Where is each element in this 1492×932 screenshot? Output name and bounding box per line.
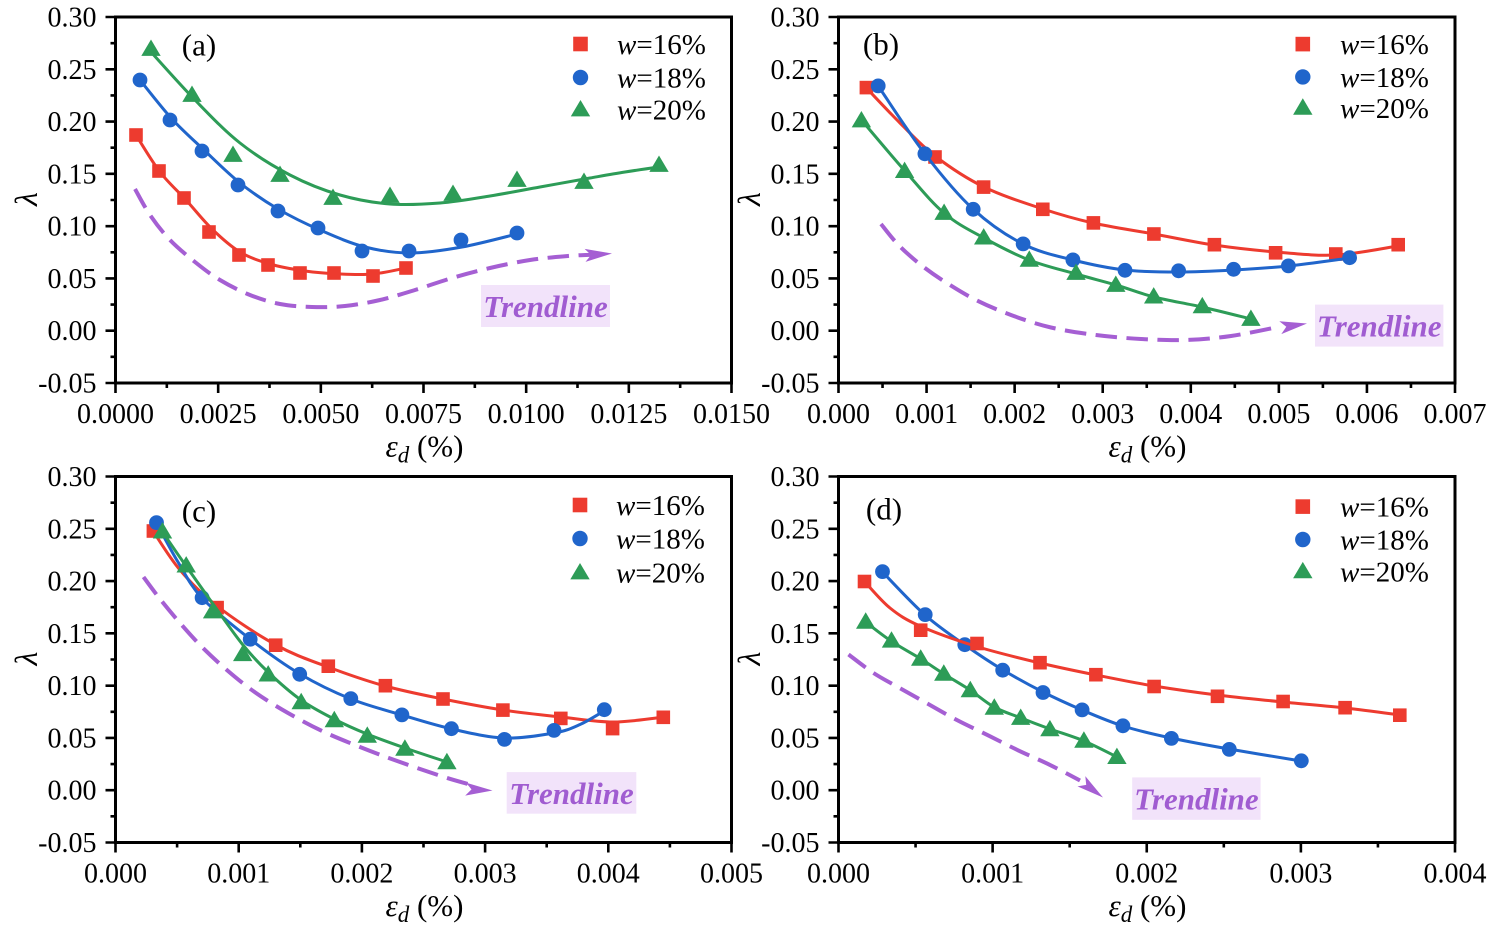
svg-text:Trendline: Trendline (1317, 309, 1442, 344)
svg-text:Trendline: Trendline (509, 776, 634, 811)
svg-text:0.20: 0.20 (771, 567, 820, 598)
svg-text:0.007: 0.007 (1424, 399, 1487, 430)
svg-text:w=18%: w=18% (1340, 62, 1429, 94)
svg-text:0.25: 0.25 (771, 55, 820, 86)
svg-text:0.00: 0.00 (48, 776, 97, 807)
svg-text:0.0125: 0.0125 (590, 399, 667, 430)
svg-text:0.15: 0.15 (771, 159, 820, 190)
svg-text:0.004: 0.004 (1424, 859, 1487, 890)
svg-text:w=16%: w=16% (1340, 492, 1429, 524)
svg-text:0.15: 0.15 (48, 159, 97, 190)
svg-text:w=16%: w=16% (1340, 29, 1429, 61)
svg-text:0.001: 0.001 (207, 859, 270, 890)
svg-text:0.15: 0.15 (48, 619, 97, 650)
svg-text:0.25: 0.25 (48, 55, 97, 86)
svg-text:w=20%: w=20% (1340, 93, 1429, 125)
svg-text:0.0100: 0.0100 (488, 399, 565, 430)
svg-text:0.000: 0.000 (807, 399, 870, 430)
svg-text:w=16%: w=16% (617, 29, 706, 61)
svg-text:0.00: 0.00 (771, 316, 820, 347)
svg-text:(c): (c) (182, 494, 216, 529)
svg-text:λ: λ (8, 651, 44, 666)
svg-text:0.004: 0.004 (577, 859, 640, 890)
svg-text:λ: λ (8, 192, 44, 207)
svg-text:0.20: 0.20 (771, 107, 820, 138)
svg-text:0.05: 0.05 (48, 723, 97, 754)
svg-text:0.001: 0.001 (895, 399, 958, 430)
svg-text:0.10: 0.10 (771, 671, 820, 702)
svg-text:0.30: 0.30 (48, 462, 97, 493)
svg-text:0.002: 0.002 (1115, 859, 1178, 890)
svg-text:0.10: 0.10 (48, 671, 97, 702)
svg-text:0.25: 0.25 (771, 514, 820, 545)
svg-text:0.05: 0.05 (48, 264, 97, 295)
svg-text:0.000: 0.000 (807, 859, 870, 890)
svg-text:0.003: 0.003 (1071, 399, 1134, 430)
svg-text:0.002: 0.002 (330, 859, 393, 890)
svg-text:0.002: 0.002 (983, 399, 1046, 430)
svg-text:0.05: 0.05 (771, 723, 820, 754)
svg-text:λ: λ (731, 192, 767, 207)
svg-text:0.001: 0.001 (961, 859, 1024, 890)
svg-text:λ: λ (731, 651, 767, 666)
svg-text:εd (%): εd (%) (1109, 888, 1187, 927)
svg-text:0.0000: 0.0000 (77, 399, 154, 430)
svg-text:w=20%: w=20% (617, 95, 706, 127)
svg-text:w=20%: w=20% (616, 558, 705, 590)
svg-text:-0.05: -0.05 (38, 828, 96, 859)
svg-text:0.30: 0.30 (771, 462, 820, 493)
svg-text:w=16%: w=16% (616, 490, 705, 522)
svg-text:Trendline: Trendline (483, 289, 608, 324)
svg-text:0.005: 0.005 (1247, 399, 1310, 430)
svg-text:0.00: 0.00 (48, 316, 97, 347)
svg-text:0.05: 0.05 (771, 264, 820, 295)
svg-text:(b): (b) (863, 27, 899, 62)
svg-text:0.0025: 0.0025 (180, 399, 257, 430)
svg-text:0.006: 0.006 (1335, 399, 1398, 430)
svg-text:0.30: 0.30 (771, 3, 820, 34)
svg-text:0.15: 0.15 (771, 619, 820, 650)
svg-text:0.003: 0.003 (454, 859, 517, 890)
svg-text:εd (%): εd (%) (1109, 429, 1187, 468)
svg-text:w=18%: w=18% (617, 63, 706, 95)
svg-text:-0.05: -0.05 (761, 369, 819, 400)
svg-text:0.000: 0.000 (84, 859, 147, 890)
svg-text:0.005: 0.005 (700, 859, 763, 890)
svg-text:0.20: 0.20 (48, 567, 97, 598)
svg-text:w=18%: w=18% (1340, 525, 1429, 557)
svg-text:-0.05: -0.05 (38, 369, 96, 400)
svg-text:w=18%: w=18% (616, 524, 705, 556)
svg-text:εd (%): εd (%) (386, 888, 464, 927)
svg-text:Trendline: Trendline (1134, 782, 1259, 817)
svg-text:0.20: 0.20 (48, 107, 97, 138)
svg-text:0.25: 0.25 (48, 514, 97, 545)
svg-text:(d): (d) (866, 492, 902, 527)
svg-text:0.0150: 0.0150 (693, 399, 770, 430)
svg-text:εd (%): εd (%) (386, 429, 464, 468)
svg-text:0.00: 0.00 (771, 776, 820, 807)
svg-text:(a): (a) (182, 28, 216, 63)
svg-text:0.0075: 0.0075 (385, 399, 462, 430)
svg-text:0.003: 0.003 (1269, 859, 1332, 890)
svg-text:0.30: 0.30 (48, 3, 97, 34)
svg-text:0.004: 0.004 (1159, 399, 1222, 430)
svg-text:-0.05: -0.05 (761, 828, 819, 859)
svg-text:0.0050: 0.0050 (282, 399, 359, 430)
svg-text:w=20%: w=20% (1340, 556, 1429, 588)
svg-text:0.10: 0.10 (48, 212, 97, 243)
svg-text:0.10: 0.10 (771, 212, 820, 243)
